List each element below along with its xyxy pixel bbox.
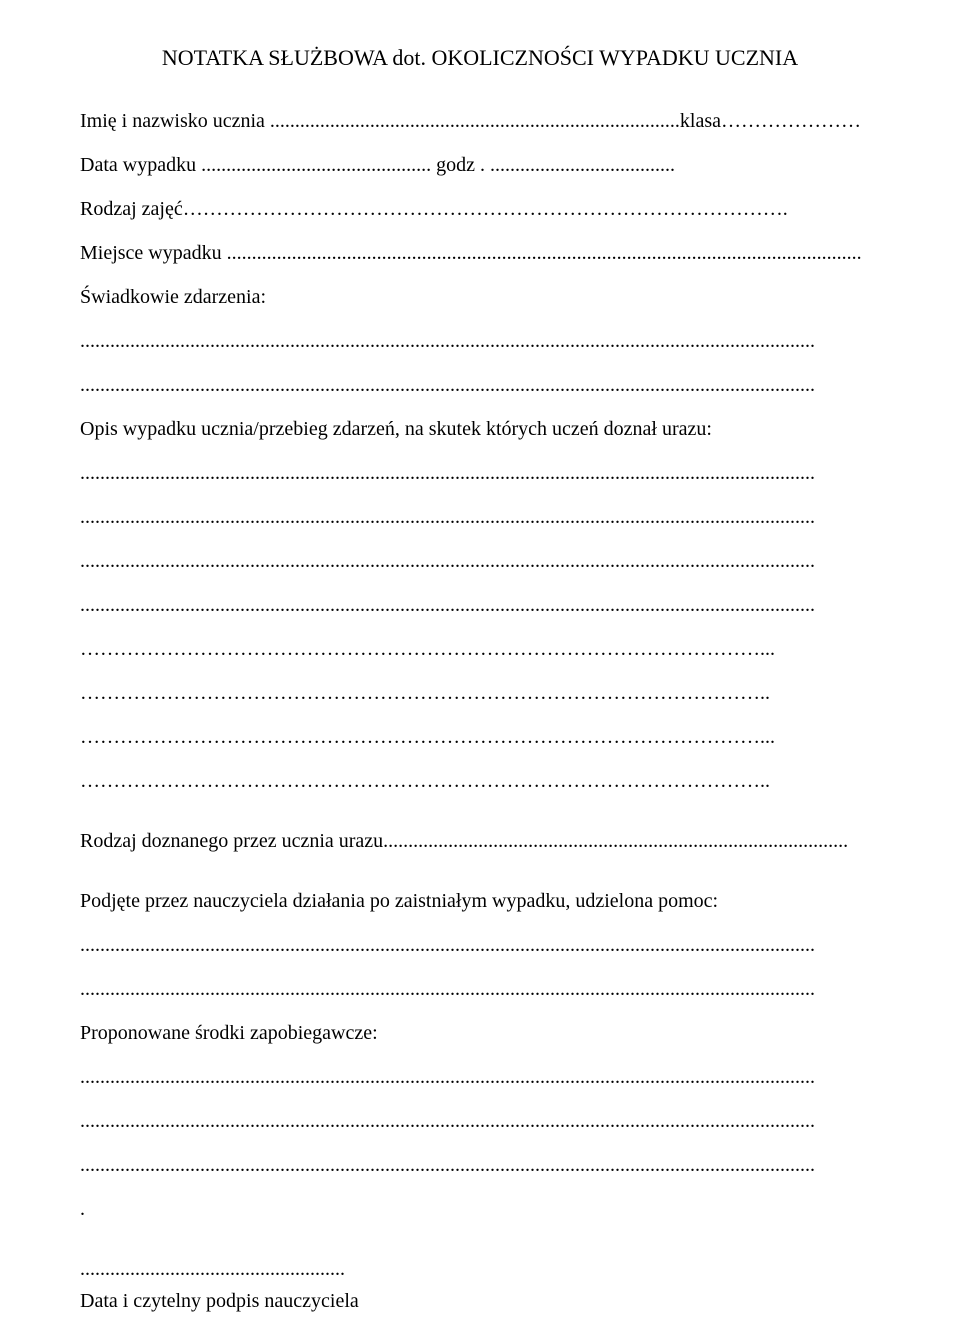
actions-label: Podjęte przez nauczyciela działania po z…	[80, 885, 880, 917]
witnesses-label: Świadkowie zdarzenia:	[80, 281, 880, 313]
dotted-line: ........................................…	[80, 1061, 880, 1093]
ellipsis-line: …………………………………………………………………………………………..	[80, 677, 880, 709]
accident-date-field: Data wypadku ...........................…	[80, 149, 880, 181]
injury-type-field: Rodzaj doznanego przez ucznia urazu.....…	[80, 825, 880, 857]
dotted-line: ........................................…	[80, 501, 880, 533]
dotted-line: ........................................…	[80, 325, 880, 357]
dotted-line: ........................................…	[80, 1105, 880, 1137]
signature-dots: ........................................…	[80, 1253, 880, 1285]
dotted-line: ........................................…	[80, 973, 880, 1005]
preventive-label: Proponowane środki zapobiegawcze:	[80, 1017, 880, 1049]
period: .	[80, 1193, 880, 1225]
signature-label: Data i czytelny podpis nauczyciela	[80, 1285, 880, 1317]
dotted-line: ........................................…	[80, 1149, 880, 1181]
ellipsis-line: …………………………………………………………………………………………...	[80, 721, 880, 753]
dotted-line: ........................................…	[80, 929, 880, 961]
dotted-line: ........................................…	[80, 545, 880, 577]
accident-place-field: Miejsce wypadku ........................…	[80, 237, 880, 269]
document-title: NOTATKA SŁUŻBOWA dot. OKOLICZNOŚCI WYPAD…	[80, 40, 880, 75]
dotted-line: ........................................…	[80, 457, 880, 489]
student-name-field: Imię i nazwisko ucznia .................…	[80, 105, 880, 137]
description-label: Opis wypadku ucznia/przebieg zdarzeń, na…	[80, 413, 880, 445]
dotted-line: ........................................…	[80, 589, 880, 621]
dotted-line: ........................................…	[80, 369, 880, 401]
ellipsis-line: …………………………………………………………………………………………..	[80, 765, 880, 797]
ellipsis-line: …………………………………………………………………………………………...	[80, 633, 880, 665]
activity-type-field: Rodzaj zajęć……………………………………………………………………………	[80, 193, 880, 225]
